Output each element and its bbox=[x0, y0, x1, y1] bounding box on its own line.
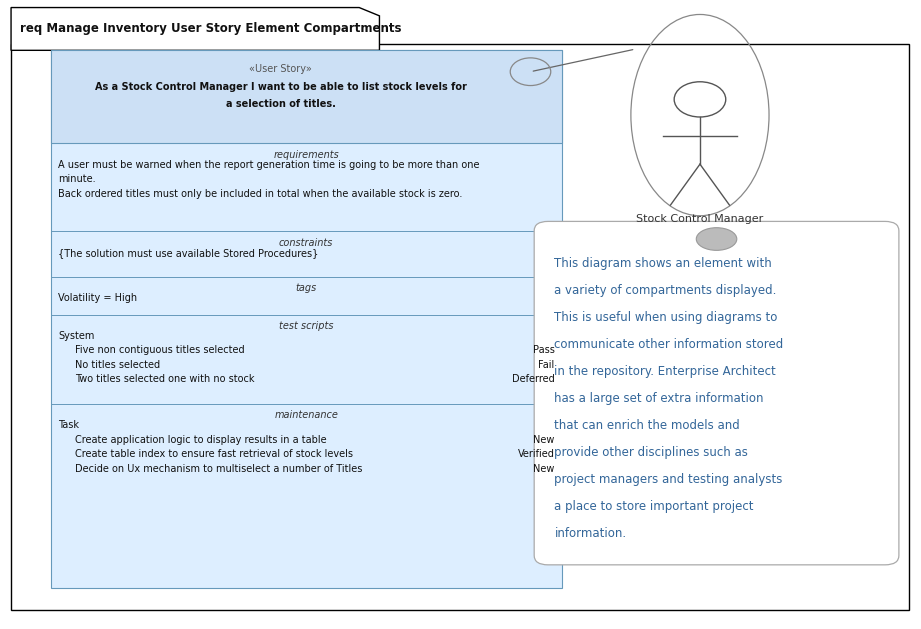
Text: constraints: constraints bbox=[279, 238, 333, 248]
FancyBboxPatch shape bbox=[51, 50, 562, 143]
Text: that can enrich the models and: that can enrich the models and bbox=[554, 419, 740, 432]
Text: project managers and testing analysts: project managers and testing analysts bbox=[554, 473, 783, 486]
Text: This diagram shows an element with: This diagram shows an element with bbox=[554, 257, 772, 270]
Text: minute.: minute. bbox=[58, 174, 96, 184]
Text: {The solution must use available Stored Procedures}: {The solution must use available Stored … bbox=[58, 248, 319, 258]
FancyBboxPatch shape bbox=[534, 221, 899, 565]
Text: Pass: Pass bbox=[532, 345, 554, 355]
Text: communicate other information stored: communicate other information stored bbox=[554, 338, 784, 351]
Text: Two titles selected one with no stock: Two titles selected one with no stock bbox=[75, 374, 254, 384]
Text: New: New bbox=[533, 464, 554, 474]
Ellipse shape bbox=[696, 228, 737, 250]
Text: New: New bbox=[533, 435, 554, 445]
Text: requirements: requirements bbox=[274, 150, 339, 160]
Text: Stock Control Manager: Stock Control Manager bbox=[636, 214, 764, 224]
Text: req Manage Inventory User Story Element Compartments: req Manage Inventory User Story Element … bbox=[20, 23, 402, 35]
Text: No titles selected: No titles selected bbox=[75, 360, 159, 370]
Text: a place to store important project: a place to store important project bbox=[554, 500, 754, 513]
FancyBboxPatch shape bbox=[51, 50, 562, 588]
Text: «User Story»: «User Story» bbox=[250, 64, 312, 74]
Text: test scripts: test scripts bbox=[279, 321, 333, 331]
Text: Create table index to ensure fast retrieval of stock levels: Create table index to ensure fast retrie… bbox=[75, 449, 353, 459]
Text: A user must be warned when the report generation time is going to be more than o: A user must be warned when the report ge… bbox=[58, 160, 480, 170]
Text: Decide on Ux mechanism to multiselect a number of Titles: Decide on Ux mechanism to multiselect a … bbox=[75, 464, 362, 474]
Text: Deferred: Deferred bbox=[512, 374, 554, 384]
Text: Volatility = High: Volatility = High bbox=[58, 293, 137, 303]
Text: Create application logic to display results in a table: Create application logic to display resu… bbox=[75, 435, 326, 445]
Text: Back ordered titles must only be included in total when the available stock is z: Back ordered titles must only be include… bbox=[58, 189, 462, 199]
Text: a variety of compartments displayed.: a variety of compartments displayed. bbox=[554, 284, 776, 297]
Text: tags: tags bbox=[296, 283, 317, 293]
Text: in the repository. Enterprise Architect: in the repository. Enterprise Architect bbox=[554, 365, 776, 378]
Text: a selection of titles.: a selection of titles. bbox=[226, 99, 335, 109]
Text: Task: Task bbox=[58, 420, 79, 430]
Text: Five non contiguous titles selected: Five non contiguous titles selected bbox=[75, 345, 244, 355]
Text: As a Stock Control Manager I want to be able to list stock levels for: As a Stock Control Manager I want to be … bbox=[95, 82, 467, 92]
Text: This is useful when using diagrams to: This is useful when using diagrams to bbox=[554, 311, 778, 324]
Text: System: System bbox=[58, 331, 94, 341]
Polygon shape bbox=[11, 8, 379, 50]
Text: provide other disciplines such as: provide other disciplines such as bbox=[554, 446, 749, 459]
Text: Verified: Verified bbox=[518, 449, 554, 459]
Text: information.: information. bbox=[554, 527, 626, 540]
FancyBboxPatch shape bbox=[11, 44, 909, 610]
Text: maintenance: maintenance bbox=[274, 410, 338, 420]
Text: has a large set of extra information: has a large set of extra information bbox=[554, 392, 764, 405]
Text: Fail: Fail bbox=[538, 360, 554, 370]
